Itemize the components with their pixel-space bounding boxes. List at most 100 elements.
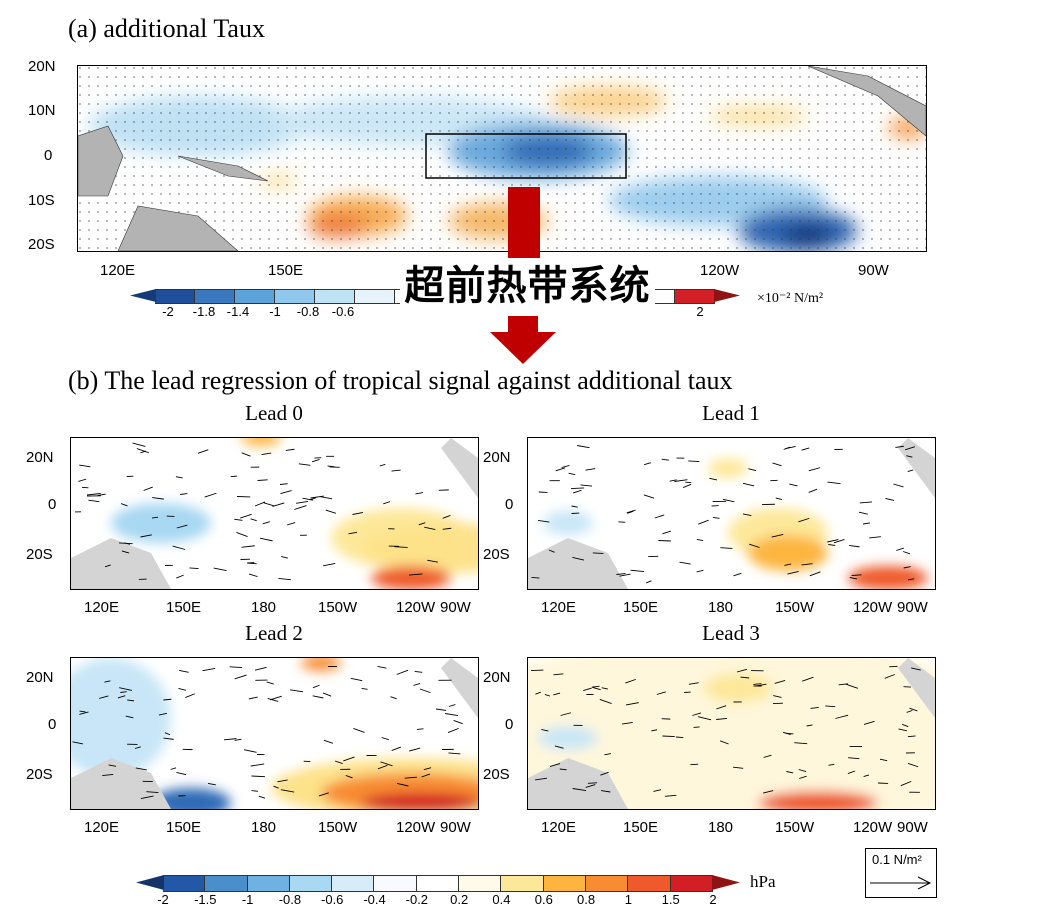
y-tick: 20S bbox=[26, 766, 53, 783]
colorbar-segment bbox=[501, 876, 543, 891]
x-tick: 90W bbox=[897, 819, 928, 836]
y-tick: 20S bbox=[483, 546, 510, 563]
colorbar-segment bbox=[332, 876, 374, 891]
x-tick: 120E bbox=[84, 819, 119, 836]
colorbar-segment bbox=[671, 876, 713, 891]
arrow-down-icon bbox=[488, 316, 558, 366]
colorbar-segment bbox=[417, 876, 459, 891]
colorbar-arrow-left bbox=[130, 289, 156, 302]
colorbar-segment bbox=[235, 290, 275, 303]
colorbar-segment bbox=[155, 290, 195, 303]
colorbar-segment bbox=[459, 876, 501, 891]
cb-label: -1.4 bbox=[227, 304, 249, 319]
lead-map bbox=[528, 438, 935, 589]
y-tick: 20S bbox=[483, 766, 510, 783]
x-tick: 90W bbox=[440, 819, 471, 836]
colorbar-segment bbox=[248, 876, 290, 891]
x-tick: 180 bbox=[251, 819, 276, 836]
cb-label: 2 bbox=[709, 892, 716, 907]
colorbar-unit: hPa bbox=[750, 872, 776, 892]
y-tick: 20N bbox=[26, 449, 54, 466]
x-tick: 150E bbox=[623, 599, 658, 616]
colorbar-segment bbox=[205, 876, 247, 891]
x-tick: 120E bbox=[100, 262, 135, 279]
colorbar-segment bbox=[628, 876, 670, 891]
colorbar-segment bbox=[374, 876, 416, 891]
x-tick: 150E bbox=[623, 819, 658, 836]
colorbar-arrow-right bbox=[714, 289, 740, 302]
cb-label: -0.6 bbox=[321, 892, 343, 907]
x-tick: 120E bbox=[541, 599, 576, 616]
cb-label: -1.8 bbox=[193, 304, 215, 319]
cb-label: 1.5 bbox=[662, 892, 680, 907]
y-tick: 0 bbox=[44, 147, 52, 164]
x-tick: 150W bbox=[318, 599, 357, 616]
x-tick: 120W bbox=[700, 262, 739, 279]
x-tick: 150E bbox=[166, 819, 201, 836]
cb-label: -0.8 bbox=[279, 892, 301, 907]
y-tick: 10S bbox=[28, 192, 55, 209]
y-tick: 20N bbox=[26, 669, 54, 686]
y-tick: 20S bbox=[28, 236, 55, 253]
cb-label: 0.4 bbox=[492, 892, 510, 907]
reference-arrow-icon bbox=[870, 875, 932, 891]
colorbar-unit: ×10⁻² N/m² bbox=[757, 290, 823, 307]
x-tick: 120W bbox=[853, 819, 892, 836]
reference-vector-legend: 0.1 N/m² bbox=[865, 848, 937, 898]
lead-panel-title: Lead 2 bbox=[245, 621, 303, 646]
x-tick: 90W bbox=[897, 599, 928, 616]
lead-map bbox=[528, 658, 935, 809]
colorbar-segment bbox=[195, 290, 235, 303]
y-tick: 0 bbox=[48, 716, 56, 733]
lead-panel-map bbox=[70, 437, 479, 590]
cb-label: -0.8 bbox=[297, 304, 319, 319]
x-tick: 120W bbox=[396, 599, 435, 616]
x-tick: 120W bbox=[853, 599, 892, 616]
panel-a-map bbox=[77, 65, 927, 252]
cb-label: 1 bbox=[625, 892, 632, 907]
cb-label: 0.2 bbox=[450, 892, 468, 907]
y-tick: 0 bbox=[505, 496, 513, 513]
y-tick: 0 bbox=[505, 716, 513, 733]
reference-vector-label: 0.1 N/m² bbox=[872, 852, 922, 867]
lead-map bbox=[71, 438, 478, 589]
x-tick: 120E bbox=[84, 599, 119, 616]
colorbar-segment bbox=[586, 876, 628, 891]
colorbar-segment bbox=[275, 290, 315, 303]
x-tick: 120E bbox=[541, 819, 576, 836]
x-tick: 150E bbox=[166, 599, 201, 616]
lead-panel-map bbox=[527, 437, 936, 590]
lead-panel-map bbox=[70, 657, 479, 810]
colorbar-arrow-right bbox=[712, 875, 740, 890]
x-tick: 150W bbox=[318, 819, 357, 836]
x-tick: 150W bbox=[775, 599, 814, 616]
colorbar-segment bbox=[544, 876, 586, 891]
y-tick: 20N bbox=[28, 58, 56, 75]
x-tick: 150E bbox=[268, 262, 303, 279]
colorbar-arrow-left bbox=[136, 875, 164, 890]
cb-label: -0.6 bbox=[332, 304, 354, 319]
lead-map bbox=[71, 658, 478, 809]
y-tick: 10N bbox=[28, 102, 56, 119]
y-tick: 20N bbox=[483, 669, 511, 686]
colorbar-segment bbox=[315, 290, 355, 303]
x-tick: 120W bbox=[396, 819, 435, 836]
x-tick: 180 bbox=[708, 599, 733, 616]
cb-label: -1.5 bbox=[194, 892, 216, 907]
lead-panel-title: Lead 3 bbox=[702, 621, 760, 646]
x-tick: 180 bbox=[708, 819, 733, 836]
colorbar-segment bbox=[163, 876, 205, 891]
y-tick: 0 bbox=[48, 496, 56, 513]
x-tick: 90W bbox=[858, 262, 889, 279]
cb-label: 0.8 bbox=[577, 892, 595, 907]
lead-panel-map bbox=[527, 657, 936, 810]
cb-label: -1 bbox=[242, 892, 254, 907]
arrow-stem bbox=[508, 187, 540, 259]
cb-label: -1 bbox=[269, 304, 281, 319]
x-tick: 180 bbox=[251, 599, 276, 616]
cb-label: -0.2 bbox=[406, 892, 428, 907]
x-tick: 150W bbox=[775, 819, 814, 836]
panel-a-title: (a) additional Taux bbox=[68, 14, 265, 44]
cb-label: -2 bbox=[162, 304, 174, 319]
y-tick: 20S bbox=[26, 546, 53, 563]
